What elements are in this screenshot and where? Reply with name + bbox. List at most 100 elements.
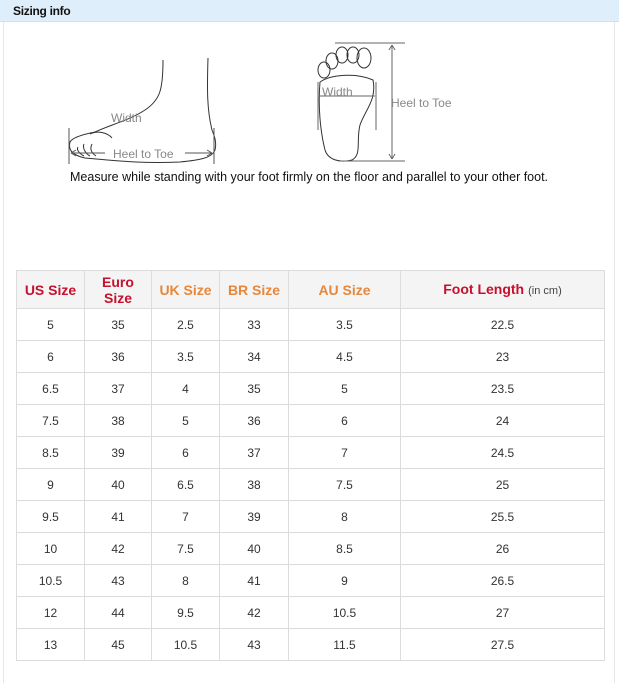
table-cell: 3.5 [151,340,220,373]
table-row: 8.5 39 6 37 7 24.5 [16,436,605,469]
table-cell: 6.5 [16,372,85,405]
section-title: Sizing info [13,4,71,18]
table-cell: 40 [219,532,289,565]
table-cell: 36 [84,340,152,373]
table-cell: 10.5 [16,564,85,597]
table-cell: 9 [16,468,85,501]
foot-length-unit: (in cm) [528,284,562,297]
table-cell: 13 [16,628,85,661]
side-foot-drawing [69,57,217,164]
foot-measure-diagram [68,42,405,164]
table-cell: 9 [288,564,401,597]
table-cell: 43 [84,564,152,597]
table-header-row: US Size Euro Size UK Size BR Size AU Siz… [16,270,605,309]
table-cell: 2.5 [151,308,220,341]
side-heel-to-toe-label: Heel to Toe [113,147,174,161]
table-cell: 9.5 [16,500,85,533]
table-cell: 22.5 [400,308,605,341]
table-cell: 25 [400,468,605,501]
table-row: 6 36 3.5 34 4.5 23 [16,340,605,373]
table-cell: 44 [84,596,152,629]
table-row: 7.5 38 5 36 6 24 [16,404,605,437]
table-cell: 43 [219,628,289,661]
table-cell: 9.5 [151,596,220,629]
header-br-size: BR Size [219,270,289,309]
table-cell: 25.5 [400,500,605,533]
table-cell: 5 [151,404,220,437]
table-cell: 38 [84,404,152,437]
table-row: 9 40 6.5 38 7.5 25 [16,468,605,501]
header-uk-size: UK Size [151,270,220,309]
table-cell: 10 [16,532,85,565]
table-cell: 8 [151,564,220,597]
table-cell: 27.5 [400,628,605,661]
table-row: 9.5 41 7 39 8 25.5 [16,500,605,533]
table-cell: 39 [219,500,289,533]
side-heel-to-toe-arrow [68,128,215,164]
table-cell: 37 [84,372,152,405]
table-cell: 41 [84,500,152,533]
size-chart-table: US Size Euro Size UK Size BR Size AU Siz… [16,270,605,661]
table-cell: 42 [84,532,152,565]
table-cell: 35 [219,372,289,405]
page-frame [3,0,615,683]
table-cell: 7.5 [151,532,220,565]
table-cell: 26.5 [400,564,605,597]
table-row: 13 45 10.5 43 11.5 27.5 [16,628,605,661]
table-cell: 12 [16,596,85,629]
table-cell: 41 [219,564,289,597]
table-cell: 24.5 [400,436,605,469]
table-cell: 34 [219,340,289,373]
measure-instructions: Measure while standing with your foot fi… [70,170,549,184]
table-row: 6.5 37 4 35 5 23.5 [16,372,605,405]
table-cell: 38 [219,468,289,501]
side-width-label: Width [111,111,142,125]
sole-foot-drawing [317,46,375,162]
table-cell: 33 [219,308,289,341]
table-cell: 40 [84,468,152,501]
table-cell: 23 [400,340,605,373]
table-cell: 6 [288,404,401,437]
table-cell: 23.5 [400,372,605,405]
header-au-size: AU Size [288,270,401,309]
table-cell: 5 [288,372,401,405]
table-cell: 8.5 [16,436,85,469]
section-header: Sizing info [0,0,619,22]
table-cell: 4 [151,372,220,405]
sole-measure-arrows [317,42,405,162]
table-cell: 6.5 [151,468,220,501]
table-cell: 24 [400,404,605,437]
header-us-size: US Size [16,270,85,309]
table-row: 12 44 9.5 42 10.5 27 [16,596,605,629]
sole-width-label: Width [322,85,353,99]
table-cell: 11.5 [288,628,401,661]
table-cell: 7.5 [16,404,85,437]
table-row: 10 42 7.5 40 8.5 26 [16,532,605,565]
table-cell: 37 [219,436,289,469]
table-cell: 5 [16,308,85,341]
table-cell: 8.5 [288,532,401,565]
table-cell: 8 [288,500,401,533]
table-cell: 39 [84,436,152,469]
table-cell: 45 [84,628,152,661]
table-cell: 4.5 [288,340,401,373]
sole-heel-to-toe-label: Heel to Toe [391,96,452,110]
table-cell: 6 [16,340,85,373]
header-euro-size: Euro Size [84,270,152,309]
table-cell: 10.5 [151,628,220,661]
table-cell: 27 [400,596,605,629]
table-cell: 7 [288,436,401,469]
foot-length-label: Foot Length [443,280,525,297]
table-cell: 6 [151,436,220,469]
table-cell: 7 [151,500,220,533]
header-foot-length: Foot Length (in cm) [400,270,605,309]
table-cell: 7.5 [288,468,401,501]
table-cell: 42 [219,596,289,629]
table-row: 10.5 43 8 41 9 26.5 [16,564,605,597]
table-row: 5 35 2.5 33 3.5 22.5 [16,308,605,341]
table-cell: 3.5 [288,308,401,341]
table-cell: 10.5 [288,596,401,629]
table-cell: 35 [84,308,152,341]
table-cell: 26 [400,532,605,565]
table-cell: 36 [219,404,289,437]
